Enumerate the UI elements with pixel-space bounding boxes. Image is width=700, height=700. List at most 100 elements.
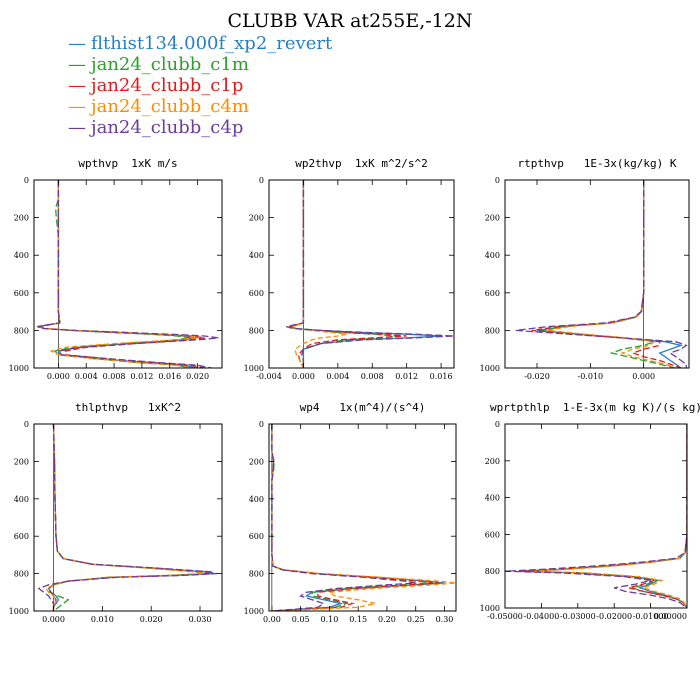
- x-tick-label: 0.008: [361, 372, 384, 381]
- y-tick-label: 200: [14, 214, 29, 223]
- series-line-4: [45, 424, 206, 611]
- x-tick-label: 0.012: [130, 372, 153, 381]
- x-tick-label: -0.05000: [487, 612, 523, 621]
- series-line-5: [505, 424, 687, 608]
- plot-frame: [504, 423, 688, 609]
- series-line-3: [531, 180, 682, 368]
- series-line-4: [291, 180, 347, 368]
- x-tick-label: 0.004: [326, 372, 349, 381]
- legend-entry-3: — jan24_clubb_c1p: [68, 75, 243, 96]
- series-line-5: [37, 180, 219, 368]
- x-tick-label: 0.010: [91, 615, 114, 624]
- legend-label-5: jan24_clubb_c4p: [89, 117, 243, 138]
- y-tick-label: 800: [249, 570, 264, 579]
- panel-1: wpthvp 1xK m/s 0 200 400 600 800 1000 0.000 0.00…: [9, 157, 223, 381]
- y-tick-label: 1000: [480, 364, 500, 373]
- x-tick-label: -0.004: [256, 372, 282, 381]
- series-line-2: [47, 424, 206, 611]
- y-tick-label: 600: [14, 532, 29, 541]
- panel-4: thlpthvp 1xK^2 0 200 400 600 800 1000 0.000 0.01…: [9, 401, 223, 624]
- series-line-2: [36, 180, 191, 368]
- plot-frame: [268, 179, 455, 369]
- series-line-5: [286, 180, 454, 368]
- legend-label-3: jan24_clubb_c1p: [89, 75, 243, 96]
- figure-title: CLUBB VAR at255E,-12N: [228, 10, 473, 32]
- series-line-2: [530, 424, 687, 608]
- y-tick-label: 0: [495, 176, 500, 185]
- y-tick-label: 400: [485, 251, 500, 260]
- y-tick-label: 800: [14, 570, 29, 579]
- y-tick-label: 600: [249, 532, 264, 541]
- x-tick-label: 0.05: [292, 615, 310, 624]
- legend-entry-1: — flthist134.000f_xp2_revert: [68, 33, 333, 54]
- x-tick-label: 0.000: [292, 372, 315, 381]
- legend-marker-3: —: [68, 75, 86, 96]
- x-tick-label: -0.04000: [524, 612, 560, 621]
- panel-title: rtpthvp 1E-3x(kg/kg) K: [518, 157, 677, 170]
- x-tick-label: 0.10: [321, 615, 339, 624]
- x-tick-label: 0.020: [186, 372, 209, 381]
- panel-title: thlpthvp 1xK^2: [75, 401, 181, 414]
- series-line-3: [288, 180, 407, 368]
- y-tick-label: 800: [485, 326, 500, 335]
- panel-6: wprtpthlp 1-E-3x(m kg K)/(s kg) 0 200 400 60…: [480, 401, 700, 621]
- y-tick-label: 400: [485, 494, 500, 503]
- y-tick-label: 400: [14, 251, 29, 260]
- y-tick-label: 800: [485, 567, 500, 576]
- plot-frame: [33, 423, 223, 612]
- x-tick-label: -0.02000: [596, 612, 632, 621]
- y-tick-label: 200: [249, 457, 264, 466]
- plot-frame: [504, 179, 690, 369]
- y-tick-label: 0: [259, 176, 264, 185]
- plot-frame: [33, 179, 223, 369]
- y-tick-label: 1000: [9, 364, 29, 373]
- x-tick-label: 0.15: [349, 615, 367, 624]
- y-tick-label: 600: [14, 289, 29, 298]
- y-tick-label: 400: [249, 495, 264, 504]
- x-tick-label: 0.20: [378, 615, 396, 624]
- panel-title: wp4 1x(m^4)/(s^4): [300, 401, 426, 414]
- panel-title: wpthvp 1xK m/s: [78, 157, 177, 170]
- y-tick-label: 200: [485, 457, 500, 466]
- y-tick-label: 0: [495, 420, 500, 429]
- y-tick-label: 1000: [9, 607, 29, 616]
- x-tick-label: 0.000: [47, 372, 70, 381]
- legend-marker-1: —: [68, 33, 86, 54]
- legend-marker-4: —: [68, 96, 86, 117]
- panel-3: rtpthvp 1E-3x(kg/kg) K 0 200 400 600 800 1000 -…: [480, 157, 690, 381]
- panel-2: wp2thvp 1xK m^2/s^2 0 200 400 600 800 1000-0.0…: [244, 157, 455, 381]
- legend-label-4: jan24_clubb_c4m: [89, 96, 249, 117]
- series-line-4: [271, 424, 456, 611]
- y-tick-label: 800: [14, 326, 29, 335]
- x-tick-label: -0.03000: [560, 612, 596, 621]
- series-line-1: [47, 424, 215, 611]
- y-tick-label: 600: [485, 289, 500, 298]
- x-tick-label: 0.00: [263, 615, 281, 624]
- x-tick-label: -0.010: [578, 372, 604, 381]
- y-tick-label: 600: [249, 289, 264, 298]
- series-line-3: [47, 424, 210, 611]
- series-line-5: [515, 180, 688, 368]
- x-tick-label: 0.016: [158, 372, 181, 381]
- x-tick-label: 0.00000: [654, 612, 687, 621]
- x-tick-label: 0.020: [140, 615, 163, 624]
- legend-marker-5: —: [68, 117, 86, 138]
- series-line-5: [271, 424, 416, 611]
- y-tick-label: 0: [24, 176, 29, 185]
- x-tick-label: 0.000: [632, 372, 655, 381]
- x-tick-label: 0.25: [407, 615, 425, 624]
- legend-label-2: jan24_clubb_c1m: [89, 54, 249, 75]
- x-tick-label: -0.01000: [633, 612, 669, 621]
- y-tick-label: 1000: [244, 607, 264, 616]
- legend-marker-2: —: [68, 54, 86, 75]
- x-tick-label: 0.000: [42, 615, 65, 624]
- x-tick-label: 0.012: [395, 372, 418, 381]
- plot-frame: [268, 423, 457, 612]
- panel-title: wp2thvp 1xK m^2/s^2: [295, 157, 427, 170]
- series-line-1: [536, 180, 684, 368]
- y-tick-label: 0: [259, 420, 264, 429]
- x-tick-label: 0.016: [430, 372, 453, 381]
- y-tick-label: 0: [24, 420, 29, 429]
